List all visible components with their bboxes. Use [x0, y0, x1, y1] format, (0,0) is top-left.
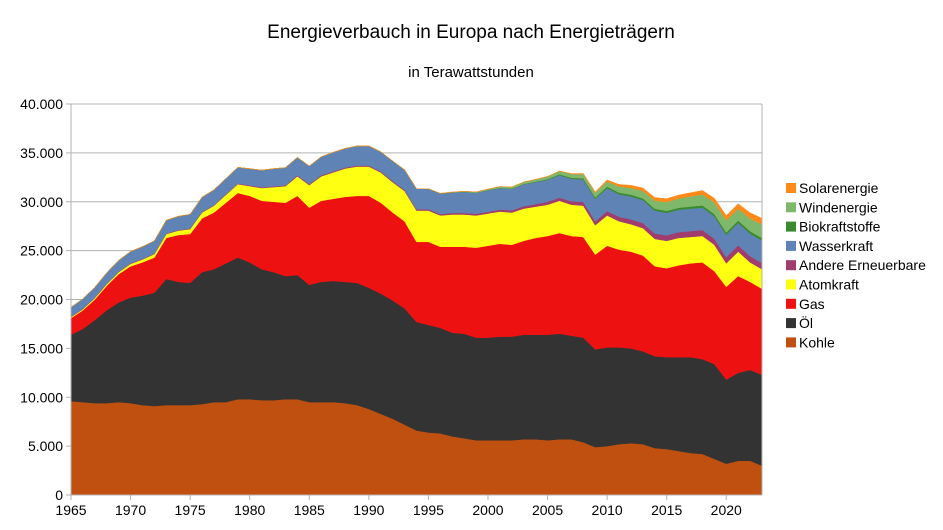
legend-label-gas: Gas — [799, 296, 825, 312]
legend-swatch-solarenergie — [786, 183, 796, 193]
x-tick-label: 1990 — [353, 502, 384, 518]
legend-swatch-gas — [786, 298, 796, 309]
legend-label-windenergie: Windenergie — [799, 199, 878, 215]
legend-swatch-oel — [786, 318, 796, 329]
x-tick-label: 1985 — [294, 502, 325, 518]
legend-label-solarenergie: Solarenergie — [799, 180, 879, 196]
y-tick-label: 40.000 — [20, 96, 63, 112]
x-tick-label: 2010 — [592, 502, 623, 518]
y-tick-label: 25.000 — [20, 243, 63, 259]
x-tick-label: 1995 — [413, 502, 444, 518]
legend-swatch-wasserkraft — [786, 240, 796, 251]
x-tick-label: 1980 — [234, 502, 265, 518]
axes — [66, 103, 763, 500]
y-tick-label: 0 — [55, 487, 63, 503]
stacked-areas — [70, 145, 763, 496]
x-tick-label: 2015 — [651, 502, 682, 518]
legend: Solarenergie Windenergie Biokraftstoffe Was… — [786, 180, 926, 350]
y-tick-label: 20.000 — [20, 292, 63, 308]
legend-swatch-kohle — [786, 337, 796, 348]
legend-swatch-windenergie — [786, 202, 796, 213]
x-tick-label: 2020 — [711, 502, 742, 518]
legend-label-oel: Öl — [799, 314, 813, 331]
y-tick-label: 10.000 — [20, 389, 63, 405]
legend-label-biokraftstoffe: Biokraftstoffe — [799, 219, 881, 235]
y-tick-label: 30.000 — [20, 194, 63, 210]
x-tick-labels: 1965 1970 1975 1980 1985 1990 1995 2000 2005 2010… — [55, 502, 742, 518]
y-tick-label: 5.000 — [28, 438, 63, 454]
chart-title: Energieverbauch in Europa nach Energietr… — [267, 22, 675, 43]
x-tick-label: 2000 — [472, 502, 503, 518]
x-tick-label: 1970 — [115, 502, 146, 518]
x-tick-label: 2005 — [532, 502, 563, 518]
legend-swatch-biokraftstoffe — [786, 221, 796, 232]
legend-label-andere-erneuerbare: Andere Erneuerbare — [799, 257, 926, 273]
legend-swatch-andere-erneuerbare — [786, 260, 796, 271]
chart-subtitle: in Terawattstunden — [408, 64, 534, 81]
legend-label-atomkraft: Atomkraft — [799, 277, 859, 293]
legend-swatch-atomkraft — [786, 279, 796, 290]
y-tick-label: 35.000 — [20, 145, 63, 161]
x-tick-label: 1975 — [175, 502, 206, 518]
legend-label-kohle: Kohle — [799, 334, 835, 350]
y-tick-labels: 0 5.000 10.000 15.000 20.000 25.000 30.000 35.0… — [20, 96, 63, 503]
legend-label-wasserkraft: Wasserkraft — [799, 238, 873, 254]
x-tick-label: 1965 — [55, 502, 86, 518]
y-tick-label: 15.000 — [20, 340, 63, 356]
